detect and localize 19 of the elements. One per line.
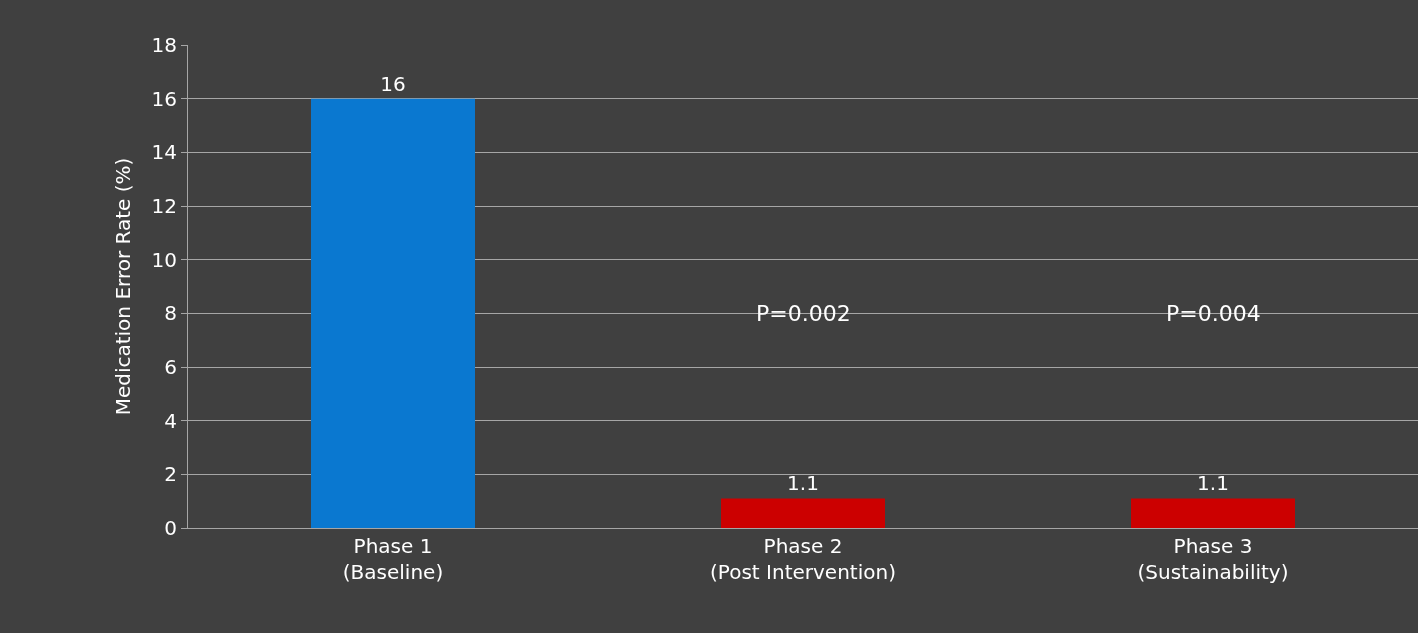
y-axis-title: Medication Error Rate (%)	[111, 157, 136, 416]
y-tick-label: 0	[164, 516, 177, 540]
y-tick-label: 4	[164, 408, 177, 433]
annotation: P=0.004	[1166, 301, 1261, 326]
y-tick-label: 18	[151, 33, 177, 57]
data-label: 1.1	[787, 471, 819, 496]
y-tick-label: 12	[151, 194, 177, 218]
data-label: 1.1	[1197, 471, 1229, 496]
y-tick-label: 16	[151, 86, 177, 111]
x-tick-label: Phase 3 (Sustainability)	[1137, 534, 1289, 584]
y-tick-label: 6	[164, 355, 177, 379]
y-tick-label: 2	[164, 462, 177, 487]
data-label: 16	[380, 71, 406, 96]
annotation: P=0.002	[756, 301, 851, 326]
x-tick-label: Phase 1 (Baseline)	[342, 534, 444, 584]
y-tick-label: 14	[151, 140, 177, 165]
y-tick-label: 8	[164, 301, 177, 326]
y-tick-label: 10	[151, 247, 177, 272]
x-tick-label: Phase 2 (Post Intervention)	[710, 534, 896, 584]
